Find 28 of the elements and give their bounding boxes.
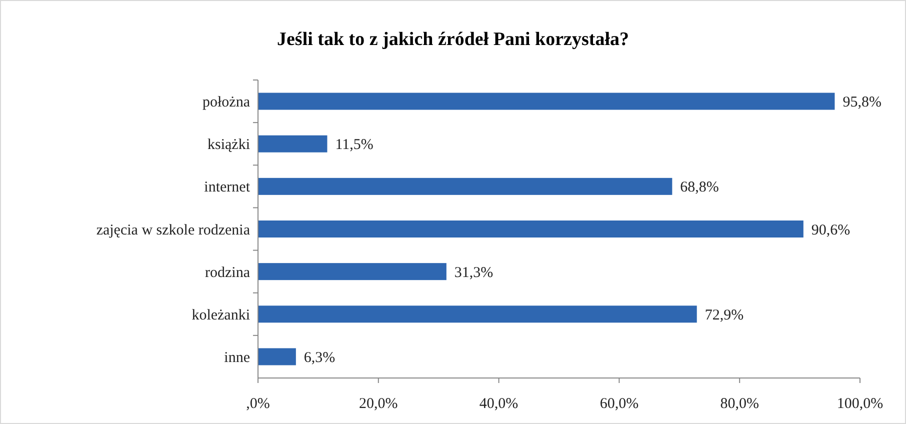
data-label: 68,8%	[680, 180, 719, 196]
y-tick-label: koleżanki	[192, 307, 250, 324]
y-tick-label: zajęcia w szkole rodzenia	[96, 222, 250, 238]
x-tick-label: 80,0%	[720, 396, 759, 412]
y-tick-label: położna	[202, 94, 250, 111]
bar	[258, 348, 296, 366]
x-tick-label: ,0%	[246, 396, 270, 412]
bar	[258, 92, 835, 110]
chart-title: Jeśli tak to z jakich źródeł Pani korzystała?	[277, 29, 629, 50]
data-label: 90,6%	[811, 222, 850, 238]
data-label: 11,5%	[335, 137, 374, 154]
data-label: 31,3%	[454, 264, 494, 281]
bar	[258, 220, 804, 238]
x-tick-label: 20,0%	[359, 396, 398, 412]
data-label: 72,9%	[704, 307, 744, 324]
y-tick-label: książki	[208, 137, 250, 154]
y-tick-label: internet	[204, 180, 251, 196]
x-tick-label: 60,0%	[600, 396, 639, 412]
data-label: 95,8%	[842, 94, 882, 111]
bar	[258, 135, 328, 152]
bar	[258, 306, 697, 323]
y-tick-label: inne	[224, 350, 250, 366]
data-label: 6,3%	[304, 350, 336, 366]
y-tick-label: rodzina	[205, 264, 250, 281]
bar	[258, 263, 446, 280]
x-tick-label: 40,0%	[479, 396, 518, 412]
bar	[258, 178, 672, 195]
x-tick-label: 100,0%	[836, 396, 884, 412]
